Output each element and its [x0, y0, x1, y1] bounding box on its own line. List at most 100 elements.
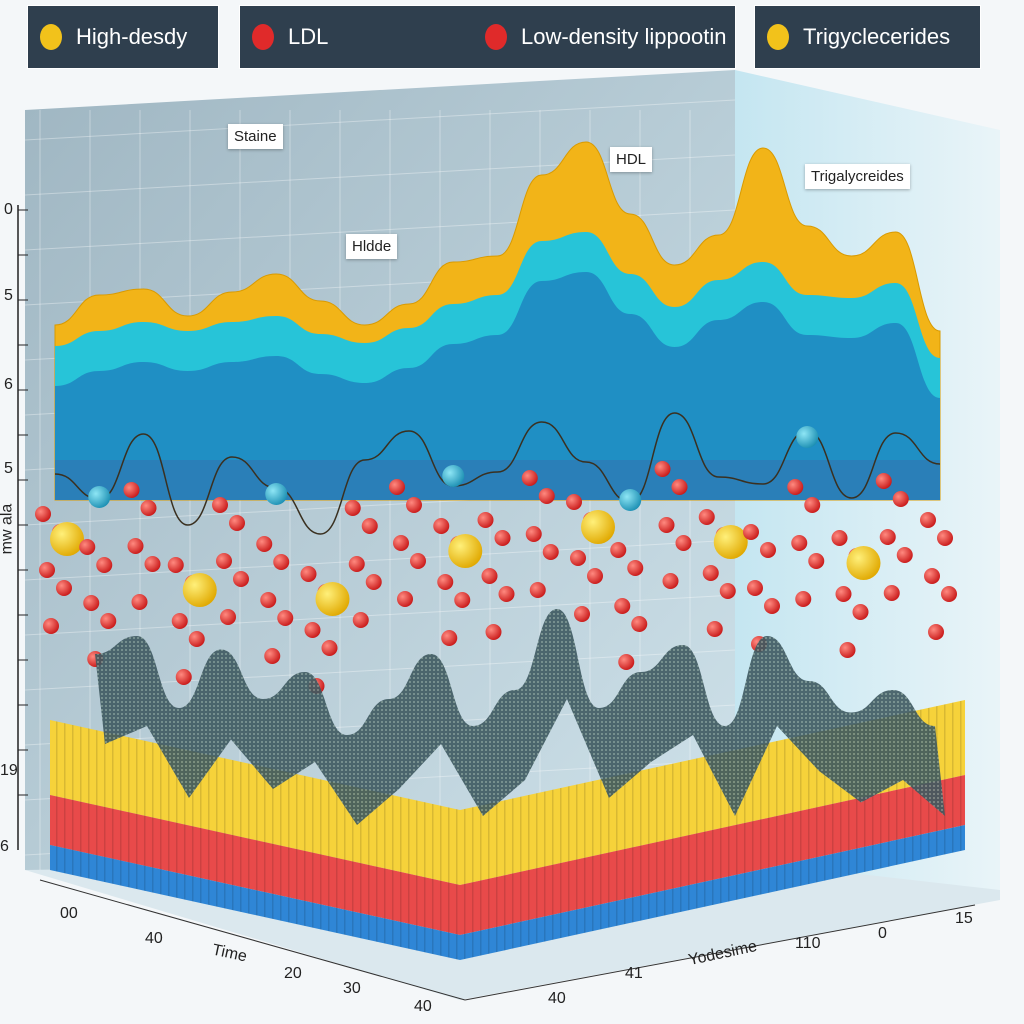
- ldl-point: [140, 500, 157, 516]
- legend-label: High-desdy: [76, 24, 188, 49]
- ldl-point: [631, 616, 648, 632]
- ldl-point: [273, 554, 290, 570]
- ldl-point: [896, 547, 913, 563]
- ldl-point: [260, 592, 277, 608]
- ldl-point: [477, 512, 494, 528]
- x-axis-left: [39, 879, 466, 1001]
- ldl-point: [481, 568, 498, 584]
- ldl-point: [542, 544, 559, 560]
- ldl-point: [300, 566, 317, 582]
- top-surface: [54, 141, 941, 535]
- y-tick: 5: [4, 287, 13, 304]
- mesh-surface: [95, 609, 945, 825]
- hdl-point: [315, 582, 350, 616]
- tri-point: [796, 426, 819, 448]
- ldl-point: [39, 562, 55, 578]
- ldl-point: [56, 580, 72, 596]
- ldl-point: [454, 592, 471, 608]
- ldl-point: [654, 461, 671, 477]
- ldl-point: [920, 512, 936, 528]
- ldl-point: [835, 586, 852, 602]
- ldl-point: [256, 536, 273, 552]
- ldl-point: [879, 529, 896, 545]
- ldl-point: [43, 618, 59, 634]
- ldl-point: [839, 642, 856, 658]
- scatter-points: [35, 426, 957, 694]
- ldl-point: [760, 542, 776, 558]
- ldl-point: [614, 598, 631, 614]
- x-tick: 40: [414, 998, 432, 1015]
- ldl-point: [361, 518, 378, 534]
- hdl-point: [581, 510, 615, 544]
- red-dot-icon: [252, 24, 274, 50]
- tri-point: [619, 489, 642, 511]
- ldl-point: [79, 539, 96, 555]
- ldl-point: [892, 491, 909, 507]
- ldl-point: [675, 535, 692, 551]
- ldl-point: [131, 594, 148, 610]
- mesh-area: [95, 609, 945, 825]
- ldl-point: [587, 568, 603, 584]
- ldl-point: [937, 530, 953, 546]
- x-tick: 40: [548, 990, 566, 1007]
- x-axis-right: [464, 904, 976, 1001]
- ldl-point: [719, 583, 736, 599]
- hdl-point: [846, 546, 881, 580]
- ldl-point: [220, 609, 236, 625]
- ldl-point: [410, 553, 426, 569]
- ldl-point: [389, 479, 405, 495]
- annotation: Trigalycreides: [805, 164, 910, 189]
- ldl-point: [233, 571, 249, 587]
- ldl-point: [787, 479, 804, 495]
- ldl-point: [348, 556, 365, 572]
- x-tick: 40: [145, 930, 163, 947]
- ldl-point: [277, 610, 294, 626]
- hdl-point: [713, 525, 748, 559]
- legend-group-ldl: LDL Low-density lippootin: [239, 5, 736, 69]
- ldl-point: [321, 640, 338, 656]
- x-tick: 0: [878, 925, 887, 942]
- x-tick: 30: [343, 980, 361, 997]
- hdl-point: [50, 522, 84, 556]
- hdl-point: [448, 534, 483, 568]
- ldl-point: [525, 526, 542, 542]
- ldl-point: [566, 494, 582, 510]
- y-tick: 6: [0, 838, 9, 855]
- ldl-point: [610, 542, 627, 558]
- y-tick: 6: [4, 376, 13, 393]
- legend-label: Trigyclecerides: [803, 24, 951, 49]
- ldl-point: [529, 582, 546, 598]
- ldl-point: [494, 530, 511, 546]
- ldl-point: [175, 669, 192, 685]
- ldl-point: [698, 509, 715, 525]
- ldl-point: [852, 604, 869, 620]
- ldl-point: [831, 530, 848, 546]
- ldl-point: [764, 598, 780, 614]
- ldl-point: [574, 606, 590, 622]
- x-tick: 15: [955, 910, 973, 927]
- annotation: HDL: [610, 147, 653, 172]
- x-tick: 00: [60, 905, 78, 922]
- surface-front: [55, 460, 940, 500]
- ldl-point: [344, 500, 361, 516]
- ldl-point: [188, 631, 205, 647]
- ldl-point: [538, 488, 555, 504]
- ldl-point: [397, 591, 413, 607]
- ldl-point: [127, 538, 144, 554]
- ldl-point: [791, 535, 808, 551]
- ldl-point: [570, 550, 586, 566]
- ldl-point: [795, 591, 812, 607]
- ldl-point: [743, 524, 759, 540]
- ldl-point: [229, 515, 245, 531]
- grid-line: [24, 99, 736, 141]
- ldl-point: [706, 621, 723, 637]
- ldl-point: [433, 518, 450, 534]
- legend-label: Low-density lippootin: [521, 24, 727, 49]
- y-axis-ticks: [18, 209, 28, 796]
- ldl-point: [393, 535, 409, 551]
- ldl-point: [658, 517, 675, 533]
- ldl-point: [441, 630, 458, 646]
- ldl-point: [264, 648, 281, 664]
- ldl-point: [437, 574, 454, 590]
